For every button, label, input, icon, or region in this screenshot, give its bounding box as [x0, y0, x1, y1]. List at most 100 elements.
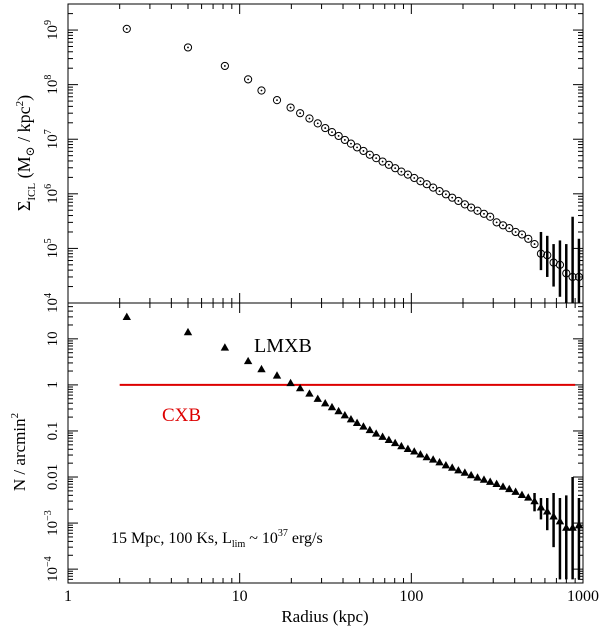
data-point: [511, 487, 520, 495]
data-point: [416, 450, 425, 458]
y-tick-label: 106: [43, 184, 61, 204]
data-point: [183, 43, 193, 52]
data-point: [257, 364, 266, 373]
y-tick-label: 107: [43, 129, 61, 149]
bottom-y-tick-labels: 10 1 0.1 0.01 10−3 10−4: [43, 331, 61, 582]
data-point: [403, 170, 413, 179]
y-tick-label: 108: [43, 75, 61, 95]
data-point: [257, 86, 266, 95]
data-point: [410, 447, 419, 455]
data-point: [524, 493, 533, 501]
data-point: [486, 212, 495, 221]
data-point: [365, 150, 374, 159]
data-point: [562, 269, 571, 278]
data-point: [517, 490, 527, 499]
data-point: [549, 512, 558, 520]
data-point: [429, 183, 438, 192]
data-point: [460, 468, 470, 476]
bottom-panel: 10 1 0.1 0.01 10−3 10−4 LMXB CXB 15 Mpc, 100 …: [9, 302, 584, 584]
data-point: [305, 389, 314, 397]
data-point: [467, 203, 476, 212]
data-point: [517, 230, 527, 239]
data-point: [505, 484, 514, 493]
data-point: [448, 193, 457, 202]
bottom-y-axis-label: N / arcmin2: [9, 413, 29, 491]
data-point: [454, 466, 463, 474]
observation-note: 15 Mpc, 100 Ks, Llim ~ 1037 erg/s: [111, 528, 323, 550]
data-point: [352, 418, 362, 426]
data-point: [391, 164, 400, 173]
data-point: [390, 438, 400, 447]
data-point: [305, 114, 314, 123]
y-tick-label: 104: [43, 293, 61, 313]
data-point: [498, 482, 508, 490]
data-point: [352, 143, 362, 152]
y-tick-label: 105: [43, 238, 61, 258]
data-point: [435, 457, 444, 466]
data-point: [524, 234, 533, 243]
data-point: [447, 463, 457, 471]
data-point: [365, 425, 375, 434]
data-point: [422, 180, 431, 189]
data-point: [359, 146, 368, 156]
cxb-label: CXB: [162, 405, 201, 426]
data-point: [272, 96, 282, 105]
data-point: [485, 477, 495, 485]
data-point: [530, 239, 539, 249]
data-point: [340, 410, 350, 419]
bottom-panel-frame: [67, 302, 584, 584]
data-point: [568, 523, 577, 531]
x-tick-labels: 1 10 100 1000: [64, 588, 599, 605]
data-point: [505, 224, 514, 233]
x-tick-label: 1000: [567, 588, 599, 605]
x-tick-label: 100: [399, 588, 423, 605]
data-point: [313, 394, 322, 402]
data-point: [562, 523, 571, 531]
data-point: [384, 435, 394, 444]
top-y-axis-label: ΣICL (M⊙ / kpc2): [14, 95, 38, 211]
y-tick-label: 0.1: [45, 422, 61, 441]
data-point: [435, 187, 444, 196]
data-point: [286, 103, 295, 112]
data-point: [321, 123, 330, 133]
data-point: [543, 507, 552, 515]
lmxb-label: LMXB: [254, 335, 312, 357]
data-point: [473, 473, 482, 481]
data-point: [340, 135, 349, 145]
data-point: [473, 206, 482, 215]
data-point: [441, 190, 451, 199]
data-point: [286, 378, 295, 387]
data-point: [372, 154, 381, 163]
data-point: [536, 503, 546, 511]
data-point: [346, 415, 356, 423]
data-point: [244, 75, 253, 84]
top-ticks: [67, 3, 583, 304]
data-point: [122, 24, 131, 33]
data-point: [460, 200, 469, 209]
data-point: [568, 272, 577, 282]
data-point: [530, 496, 539, 505]
top-error-bars: [539, 216, 581, 303]
data-point: [378, 432, 387, 440]
data-point: [346, 139, 356, 148]
x-axis-label: Radius (kpc): [281, 607, 368, 626]
y-tick-label: 10−3: [43, 510, 61, 536]
data-point: [327, 128, 337, 137]
data-point: [243, 356, 253, 365]
data-point: [479, 475, 489, 483]
data-point: [359, 422, 368, 430]
data-point: [397, 441, 406, 450]
data-point: [321, 399, 330, 407]
data-point: [220, 343, 230, 351]
data-point: [492, 479, 501, 488]
data-point: [183, 327, 193, 336]
data-point: [384, 160, 393, 169]
x-tick-label: 1: [64, 588, 72, 605]
y-tick-label: 109: [43, 20, 61, 40]
data-point: [536, 249, 546, 258]
x-tick-label: 10: [232, 588, 248, 605]
data-point: [334, 406, 343, 415]
top-panel-frame: [67, 3, 584, 304]
top-data-points: [122, 24, 584, 282]
